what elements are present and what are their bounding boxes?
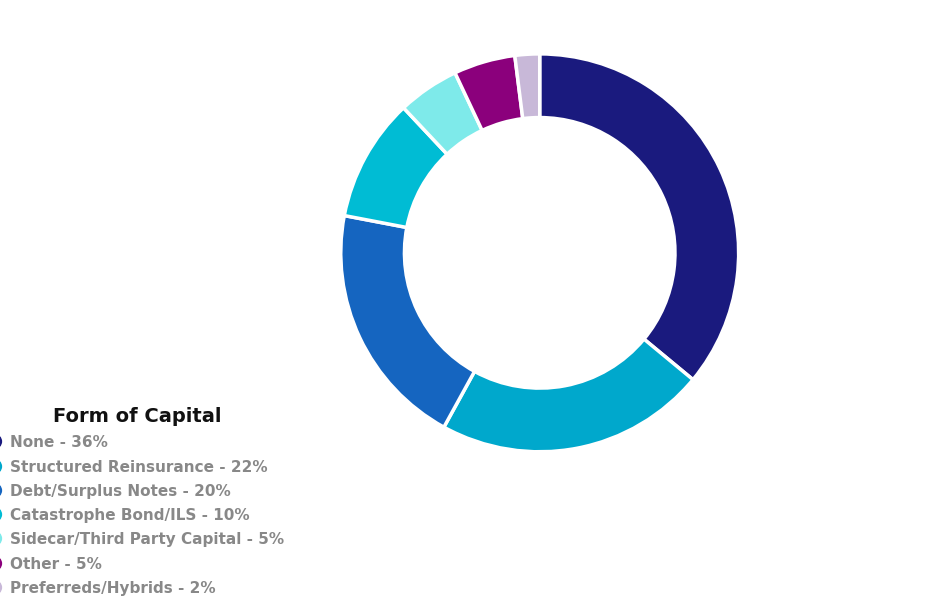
Wedge shape xyxy=(344,108,447,227)
Wedge shape xyxy=(340,215,474,427)
Wedge shape xyxy=(455,55,523,130)
Wedge shape xyxy=(515,54,539,119)
Legend: None - 36%, Structured Reinsurance - 22%, Debt/Surplus Notes - 20%, Catastrophe : None - 36%, Structured Reinsurance - 22%… xyxy=(0,407,285,596)
Wedge shape xyxy=(444,339,693,452)
Wedge shape xyxy=(539,54,738,380)
Wedge shape xyxy=(404,73,482,154)
